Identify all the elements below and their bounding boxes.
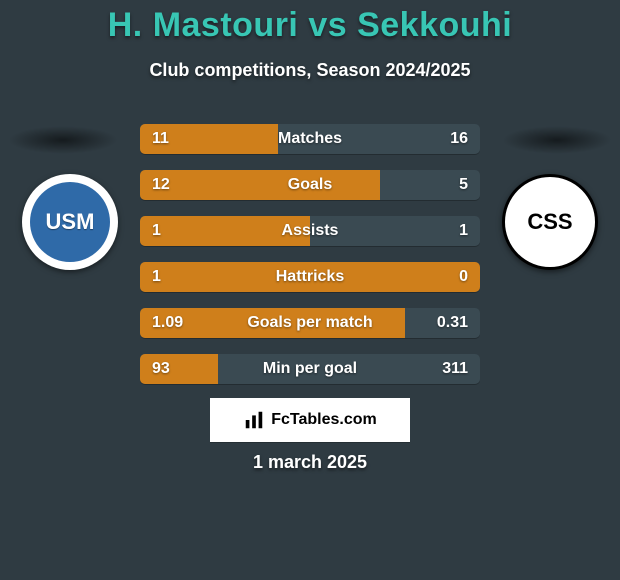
stat-label: Goals [140, 170, 480, 200]
team-crest-left-inner: USM [30, 182, 110, 262]
stat-bar-row: 125Goals [140, 170, 480, 200]
stat-label: Goals per match [140, 308, 480, 338]
comparison-canvas: H. Mastouri vs Sekkouhi Club competition… [0, 0, 620, 580]
crest-right-label: CSS [527, 209, 572, 235]
crest-shadow-left [8, 126, 118, 154]
stat-bar-row: 93311Min per goal [140, 354, 480, 384]
team-crest-right: CSS [502, 174, 598, 270]
page-subtitle: Club competitions, Season 2024/2025 [0, 60, 620, 81]
crest-left-label: USM [46, 209, 95, 235]
stat-bar-row: 10Hattricks [140, 262, 480, 292]
stat-bar-row: 1116Matches [140, 124, 480, 154]
stat-label: Assists [140, 216, 480, 246]
team-crest-left: USM [22, 174, 118, 270]
brand-text: FcTables.com [271, 411, 377, 429]
comparison-date: 1 march 2025 [0, 452, 620, 473]
page-title: H. Mastouri vs Sekkouhi [0, 6, 620, 45]
stat-label: Hattricks [140, 262, 480, 292]
stat-bar-row: 11Assists [140, 216, 480, 246]
stat-bars: 1116Matches 125Goals 11Assists 10Hattricks 1… [140, 124, 480, 400]
crest-shadow-right [502, 126, 612, 154]
stat-label: Min per goal [140, 354, 480, 384]
brand-icon [243, 409, 265, 431]
brand-box: FcTables.com [210, 398, 410, 442]
stat-label: Matches [140, 124, 480, 154]
stat-bar-row: 1.090.31Goals per match [140, 308, 480, 338]
